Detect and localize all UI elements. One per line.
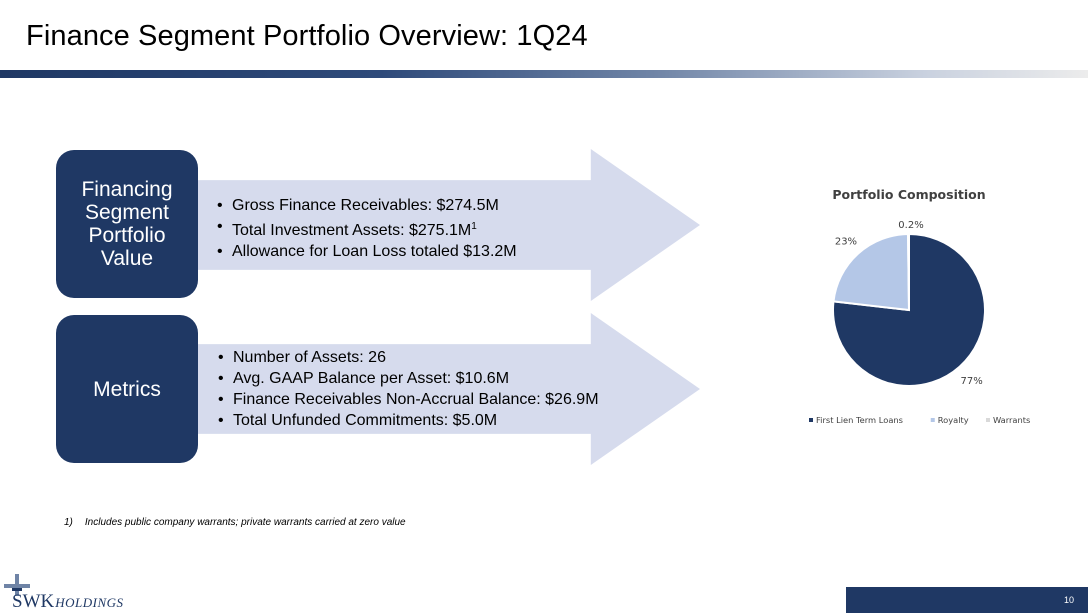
legend-swatch [809,418,813,422]
legend-item: Warrants [986,415,1030,425]
legend-swatch [986,418,990,422]
legend-item: Royalty [930,415,969,425]
footnote: 1) Includes public company warrants; priv… [64,517,406,528]
bullet-item: Allowance for Loan Loss totaled $13.2M [215,241,517,262]
bullet-item: Avg. GAAP Balance per Asset: $10.6M [216,368,599,389]
pie-data-label: 0.2% [898,220,923,231]
logo-sub: HOLDINGS [55,595,124,610]
pie-slice [907,232,910,311]
metrics-box: Metrics [56,315,198,463]
legend-label: First Lien Term Loans [816,415,903,425]
chart-title: Portfolio Composition [832,187,985,202]
footnote-text: Includes public company warrants; privat… [84,517,406,528]
bullet-item: Number of Assets: 26 [216,347,599,368]
legend-label: Warrants [993,415,1030,425]
page-number: 10 [1063,595,1074,605]
slide-title: Finance Segment Portfolio Overview: 1Q24 [26,20,588,52]
bullet-item: Finance Receivables Non-Accrual Balance:… [216,389,599,410]
pie-slice [832,232,911,312]
metrics-bullets: Number of Assets: 26 Avg. GAAP Balance p… [216,347,599,431]
box-label-line: Value [100,247,154,270]
pie-chart-svg: Portfolio Composition 77% 23% 0.2% First L… [809,187,1030,425]
page-number-bar: 10 [846,587,1088,613]
footnote-number: 1) [64,517,73,528]
pie-data-label: 23% [835,236,857,247]
swk-logo [4,574,30,596]
legend-item: First Lien Term Loans [809,415,903,425]
legend-label: Royalty [938,415,969,425]
box-label-line: Financing [81,178,173,201]
swk-logo-wordmark: SWKHOLDINGS [12,591,124,613]
pie-slice [832,232,986,387]
portfolio-value-bullets: Gross Finance Receivables: $274.5M Total… [215,195,517,262]
box-label-line: Segment [84,201,170,224]
portfolio-value-box: Financing Segment Portfolio Value [56,150,198,298]
box-label-line: Portfolio [88,224,166,247]
legend-swatch [930,418,935,422]
logo-main: SWK [12,591,55,612]
footnote-ref: 1 [471,221,477,232]
bullet-item: Total Unfunded Commitments: $5.0M [216,410,599,431]
bullet-item: Total Investment Assets: $275.1M1 [215,216,517,241]
bullet-item: Gross Finance Receivables: $274.5M [215,195,517,216]
title-divider-bar [0,70,1088,78]
portfolio-composition-chart: Portfolio Composition 77% 23% 0.2% First L… [795,180,1035,440]
swk-cross-mark-icon [4,574,30,596]
metrics-label: Metrics [93,377,161,401]
pie-data-label: 77% [960,376,982,387]
